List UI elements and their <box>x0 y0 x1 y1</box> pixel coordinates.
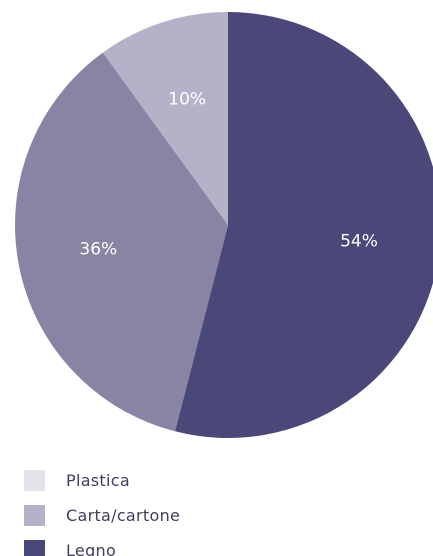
legend-label-plastica: Plastica <box>66 470 130 490</box>
legend-swatch-carta-cartone <box>24 504 45 526</box>
legend-swatch-plastica <box>24 469 45 491</box>
legend-label-carta-cartone: Carta/cartone <box>66 505 181 525</box>
legend-label-legno: Legno <box>66 540 117 556</box>
slice-label-legno: 54% <box>340 232 378 252</box>
pie-slice-labels: 54% 36% 10% <box>79 89 378 259</box>
pie-slice-plastica <box>102 12 228 225</box>
legend-item-plastica: Plastica <box>24 468 180 492</box>
pie-chart: 54% 36% 10% <box>15 12 433 438</box>
pie-slice-carta-cartone <box>15 52 229 432</box>
legend-swatch-legno <box>24 539 45 556</box>
pie-slice-legno <box>175 12 433 438</box>
slice-label-plastica: 10% <box>168 89 206 109</box>
pie-slices <box>15 12 433 438</box>
legend-item-legno: Legno <box>24 538 180 556</box>
slice-label-carta-cartone: 36% <box>79 240 117 260</box>
legend-item-carta-cartone: Carta/cartone <box>24 503 180 527</box>
chart-legend: Plastica Carta/cartone Legno <box>24 468 180 556</box>
